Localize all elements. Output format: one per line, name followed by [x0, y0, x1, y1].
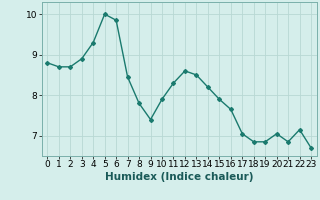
X-axis label: Humidex (Indice chaleur): Humidex (Indice chaleur) — [105, 172, 253, 182]
